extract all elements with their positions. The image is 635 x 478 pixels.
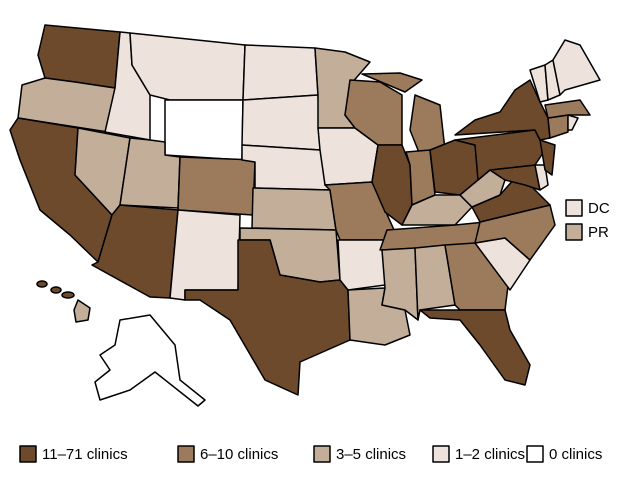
state [361,72,423,93]
state [552,39,601,96]
state [544,99,591,119]
state [251,187,337,231]
state [94,314,206,407]
state [50,286,62,294]
state [547,114,569,139]
state [567,114,579,131]
state [184,239,351,396]
state [36,280,48,288]
inset-label: DC [588,200,610,217]
legend-swatch [526,445,544,463]
legend-swatch [313,445,331,463]
state [169,209,241,301]
state [337,239,386,291]
state [414,244,456,321]
legend-label: 0 clinics [549,446,602,463]
state [61,291,75,299]
states [9,24,601,407]
legend-label: 3–5 clinics [336,446,406,463]
state [241,94,321,151]
inset-label: PR [588,224,609,241]
state [164,99,244,161]
state [242,44,319,101]
legend-label: 6–10 clinics [200,446,278,463]
legend-swatch [432,445,450,463]
state [534,164,549,191]
inset-swatch [565,223,583,241]
state [129,32,246,101]
legend-swatch [19,445,37,463]
legend-label: 1–2 clinics [455,446,525,463]
state [241,144,331,191]
legend-label: 11–71 clinics [42,446,128,463]
state [539,139,556,176]
legend-swatch [177,445,195,463]
state [73,299,91,323]
state [177,156,256,216]
inset-swatch [565,199,583,217]
state [419,309,531,386]
legend: 11–71 clinics 6–10 clinics 3–5 clinics 1–2 … [19,445,602,463]
